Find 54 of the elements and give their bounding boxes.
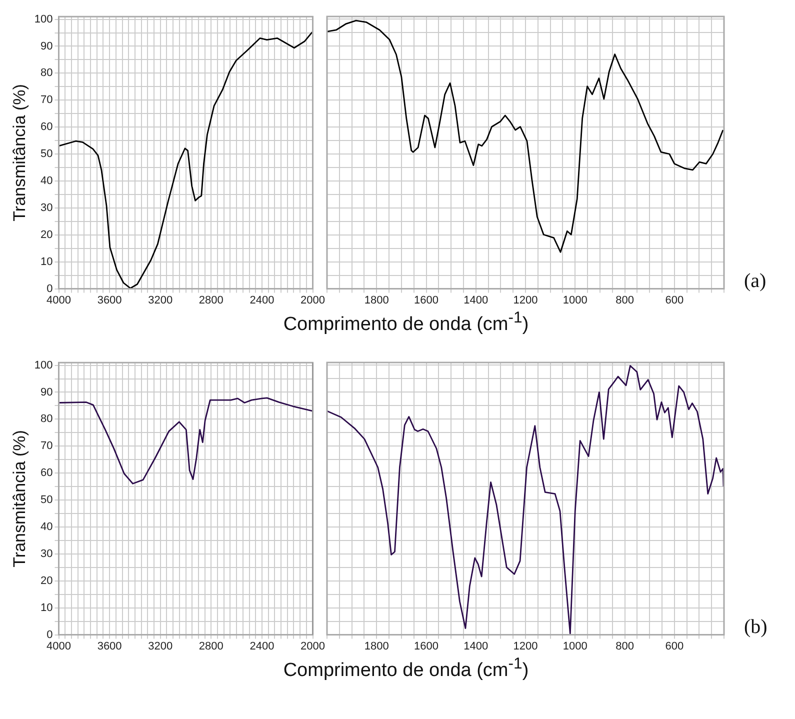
- y-tick-label: 100: [34, 13, 53, 26]
- y-tick-label: 30: [40, 548, 53, 560]
- y-axis-title: Transmitância (%): [10, 430, 29, 568]
- y-tick-label: 70: [40, 94, 53, 106]
- x-axis-title: Comprimento de onda (cm$^{-1}$): [283, 310, 529, 336]
- y-tick-label: 80: [40, 67, 53, 80]
- x-tick-label: 3200: [148, 640, 173, 652]
- y-tick-label: 10: [40, 602, 53, 614]
- y-tick-label: 0: [46, 282, 53, 295]
- x-tick-label: 1000: [562, 294, 588, 306]
- y-tick-label: 90: [40, 40, 53, 52]
- y-tick-label: 60: [40, 121, 53, 134]
- x-tick-label: 2800: [198, 294, 224, 306]
- y-tick-label: 60: [40, 467, 53, 480]
- x-tick-label: 3600: [97, 294, 122, 306]
- y-tick-label: 20: [40, 228, 53, 241]
- x-tick-label: 2400: [250, 640, 274, 652]
- x-tick-label: 1400: [464, 640, 488, 652]
- x-tick-label: 1800: [364, 294, 389, 306]
- x-tick-label: 600: [665, 640, 684, 652]
- y-tick-label: 90: [40, 386, 53, 398]
- x-tick-label: 3200: [148, 294, 173, 306]
- y-axis-title: Transmitância (%): [10, 84, 29, 222]
- y-tick-label: 50: [40, 494, 53, 506]
- y-tick-label: 0: [46, 628, 53, 641]
- x-tick-label: 1200: [513, 640, 538, 652]
- y-tick-label: 70: [40, 440, 53, 452]
- y-tick-label: 30: [40, 202, 53, 214]
- x-tick-label: 1600: [414, 294, 438, 306]
- y-tick-label: 100: [34, 359, 53, 372]
- x-tick-label: 800: [616, 640, 634, 652]
- y-tick-label: 20: [40, 574, 53, 587]
- x-tick-label: 800: [616, 294, 634, 306]
- x-tick-label: 1600: [414, 640, 438, 652]
- x-tick-label: 2000: [300, 640, 326, 652]
- x-tick-label: 2400: [250, 294, 274, 306]
- x-tick-label: 2800: [198, 640, 224, 652]
- y-tick-label: 40: [40, 175, 53, 188]
- x-tick-label: 600: [665, 294, 684, 306]
- text: (a): [744, 270, 766, 293]
- x-tick-label: 4000: [46, 294, 71, 306]
- x-tick-label: 3600: [97, 640, 122, 652]
- x-tick-label: 1800: [364, 640, 389, 652]
- y-tick-label: 50: [40, 148, 53, 160]
- y-tick-label: 80: [40, 413, 53, 426]
- x-tick-label: 4000: [46, 640, 71, 652]
- x-tick-label: 1200: [513, 294, 538, 306]
- text: (b): [744, 616, 768, 639]
- x-tick-label: 1400: [464, 294, 488, 306]
- x-axis-title: Comprimento de onda (cm$^{-1}$): [283, 656, 529, 682]
- x-tick-label: 1000: [562, 640, 588, 652]
- y-tick-label: 40: [40, 521, 53, 534]
- x-tick-label: 2000: [300, 294, 326, 306]
- y-tick-label: 10: [40, 256, 53, 268]
